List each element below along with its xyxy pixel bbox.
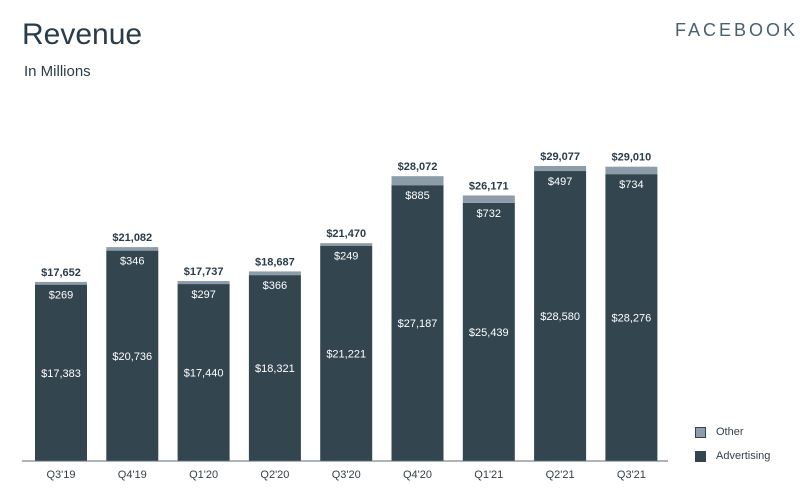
bar-other	[35, 281, 87, 285]
bar-advertising	[462, 202, 515, 461]
data-label-total: $18,687	[255, 256, 295, 268]
bar-advertising	[534, 171, 587, 461]
data-label-total: $28,072	[398, 161, 438, 173]
bar-other	[391, 176, 444, 186]
x-tick-label: Q4'20	[403, 469, 432, 481]
data-label-total: $21,082	[112, 232, 152, 244]
legend-item-advertising: Advertising	[695, 449, 770, 463]
data-label-advertising: $27,187	[398, 318, 438, 330]
bar-advertising	[320, 245, 373, 461]
x-tick-label: Q2'21	[546, 469, 575, 481]
bar-other	[462, 195, 515, 203]
data-label-total: $17,737	[184, 266, 224, 278]
brand-logo: FACEBOOK	[674, 20, 798, 40]
data-label-advertising: $21,221	[326, 348, 366, 360]
chart-subtitle: In Millions	[24, 63, 91, 80]
data-label-advertising: $17,440	[184, 368, 224, 380]
bar-other	[177, 281, 230, 285]
legend-swatch-other	[695, 426, 706, 438]
bar-advertising	[35, 284, 87, 461]
bar-other	[320, 243, 373, 246]
data-label-advertising: $25,439	[469, 327, 509, 339]
bar-advertising	[177, 284, 230, 461]
legend-label-advertising: Advertising	[716, 450, 771, 462]
x-tick-label: Q3'19	[46, 469, 75, 481]
bar-advertising	[605, 174, 658, 461]
bar-other	[248, 271, 301, 276]
x-tick-label: Q4'19	[118, 469, 147, 481]
x-tick-label: Q2'20	[260, 469, 289, 481]
bar-advertising	[106, 250, 159, 461]
x-tick-label: Q1'21	[474, 469, 503, 481]
data-label-total: $29,077	[540, 151, 580, 163]
data-label-total: $17,652	[41, 267, 81, 279]
data-label-other: $366	[263, 280, 287, 292]
data-label-advertising: $18,321	[255, 363, 295, 375]
chart-title: Revenue	[22, 18, 143, 51]
data-label-other: $297	[191, 289, 215, 301]
data-label-advertising: $28,580	[540, 311, 580, 323]
data-label-advertising: $20,736	[112, 351, 152, 363]
legend-item-other: Other	[695, 425, 770, 439]
data-label-other: $346	[120, 256, 144, 268]
bar-advertising	[248, 275, 301, 461]
bar-other	[534, 166, 587, 172]
data-label-other: $497	[548, 176, 572, 188]
x-tick-label: Q3'20	[332, 469, 361, 481]
bar-advertising	[391, 185, 444, 462]
data-label-total: $26,171	[469, 180, 509, 192]
data-label-total: $29,010	[612, 152, 652, 164]
x-tick-label: Q1'20	[189, 469, 218, 481]
bar-other	[106, 247, 159, 251]
data-label-total: $21,470	[326, 228, 366, 240]
legend-label-other: Other	[716, 426, 744, 438]
data-label-other: $249	[334, 251, 358, 263]
data-label-other: $732	[477, 208, 501, 220]
data-label-other: $885	[405, 190, 429, 202]
chart-legend: Other Advertising	[695, 425, 770, 473]
data-label-other: $734	[619, 179, 643, 191]
data-label-advertising: $28,276	[612, 313, 652, 325]
bar-other	[605, 166, 658, 175]
legend-swatch-advertising	[695, 450, 706, 462]
x-tick-label: Q3'21	[617, 469, 646, 481]
data-label-advertising: $17,383	[41, 368, 81, 380]
data-label-other: $269	[49, 290, 73, 302]
